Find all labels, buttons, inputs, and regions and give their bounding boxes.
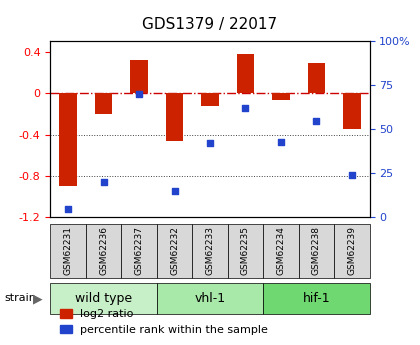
Text: GSM62238: GSM62238 [312,226,321,276]
Text: GSM62236: GSM62236 [99,226,108,276]
Text: vhl-1: vhl-1 [194,292,226,305]
Point [313,118,320,123]
FancyBboxPatch shape [86,224,121,278]
Text: GSM62239: GSM62239 [347,226,356,276]
FancyBboxPatch shape [299,224,334,278]
Point [207,141,213,146]
Point [278,139,284,145]
Point [100,179,107,185]
Bar [307,63,325,93]
Text: hif-1: hif-1 [302,292,330,305]
Text: GSM62235: GSM62235 [241,226,250,276]
Text: GSM62231: GSM62231 [64,226,73,276]
FancyBboxPatch shape [157,224,192,278]
Text: GSM62232: GSM62232 [170,227,179,275]
Bar [130,60,148,93]
Point [349,172,355,178]
FancyBboxPatch shape [263,283,370,314]
Text: GSM62237: GSM62237 [134,226,144,276]
Bar [201,93,219,106]
Text: GSM62233: GSM62233 [205,226,215,276]
FancyBboxPatch shape [334,224,370,278]
FancyBboxPatch shape [192,224,228,278]
Text: GSM62234: GSM62234 [276,227,286,275]
FancyBboxPatch shape [50,224,86,278]
FancyBboxPatch shape [50,283,157,314]
Point [136,91,142,97]
Bar [236,54,255,93]
Text: strain: strain [4,294,36,303]
Bar [165,93,184,141]
Bar [272,93,290,100]
Point [171,188,178,194]
FancyBboxPatch shape [263,224,299,278]
Bar [59,93,77,186]
Text: GDS1379 / 22017: GDS1379 / 22017 [142,17,278,32]
Legend: log2 ratio, percentile rank within the sample: log2 ratio, percentile rank within the s… [56,305,273,339]
FancyBboxPatch shape [121,224,157,278]
FancyBboxPatch shape [228,224,263,278]
Bar [95,93,113,114]
Text: wild type: wild type [75,292,132,305]
FancyBboxPatch shape [157,283,263,314]
Point [242,106,249,111]
Text: ▶: ▶ [33,292,42,305]
Point [65,206,71,211]
Bar [343,93,361,129]
